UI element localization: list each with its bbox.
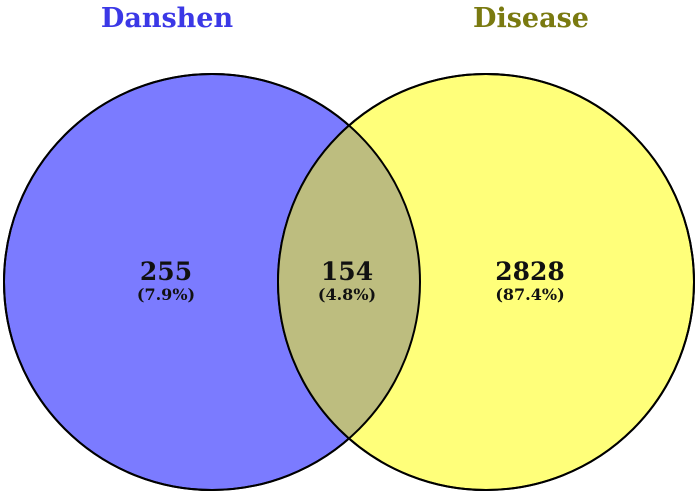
intersection-count: 154 xyxy=(321,257,373,286)
left-only-percent: (7.9%) xyxy=(137,285,195,304)
right-only-count: 2828 xyxy=(495,257,565,286)
right-only-percent: (87.4%) xyxy=(495,285,564,304)
left-only-count: 255 xyxy=(140,257,192,286)
intersection-percent: (4.8%) xyxy=(318,285,376,304)
intersection-region xyxy=(278,74,420,490)
right-set-name: Disease xyxy=(473,3,589,34)
left-set-name: Danshen xyxy=(101,3,234,34)
left-set-outline xyxy=(3,73,421,491)
right-set-outline xyxy=(277,73,695,491)
